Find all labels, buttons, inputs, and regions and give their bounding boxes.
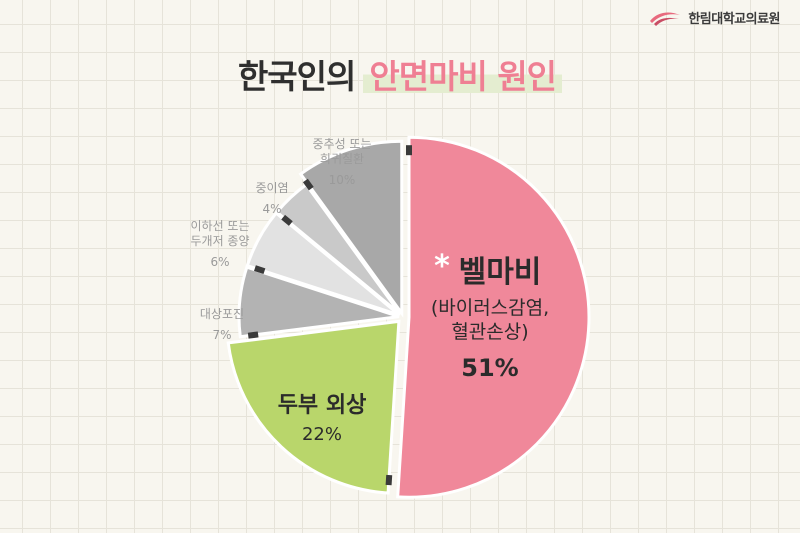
slice-value: 7%	[212, 328, 231, 342]
slice-name: 이하선 또는	[190, 219, 249, 233]
slice-label-3: 대상포진 7%	[200, 307, 244, 342]
slice-tick-4	[254, 265, 266, 275]
slice-label-2: 두부 외상 22%	[278, 393, 367, 445]
slice-sublabel: (바이러스감염,	[431, 297, 549, 319]
logo-text: 한림대학교의료원	[688, 12, 780, 27]
pie-slice-6	[298, 139, 404, 318]
pie-slice-1	[396, 135, 591, 499]
swoosh-logo-icon	[650, 12, 681, 26]
slice-value: 6%	[210, 255, 229, 269]
hospital-logo: 한림대학교의료원	[648, 8, 780, 27]
slice-value: 10%	[329, 173, 356, 187]
slice-name: 희귀질환	[320, 152, 364, 166]
slice-label-5: 중이염 4%	[255, 181, 288, 216]
slice-label-1: * 벨마비 (바이러스감염,혈관손상) 51%	[431, 249, 549, 382]
slice-tick-3	[247, 331, 259, 339]
slice-name: 중이염	[255, 181, 288, 195]
slice-value: 4%	[262, 202, 281, 216]
slice-name: 두부 외상	[278, 393, 367, 418]
pie-slice-3	[237, 265, 400, 339]
page-title: 한국인의 안면마비 원인	[0, 50, 800, 98]
slice-name: 중추성 또는	[312, 137, 371, 151]
pie-slice-2	[226, 319, 401, 495]
highlight-asterisk: *	[434, 249, 450, 284]
slice-name: 두개저 종양	[190, 234, 249, 248]
slice-name: 대상포진	[200, 307, 244, 321]
title-part2: 안면마비 원인	[363, 57, 563, 96]
slice-tick-6	[302, 178, 314, 191]
slice-tick-5	[281, 214, 293, 226]
slice-value: 51%	[461, 354, 518, 382]
slice-sublabel: 혈관손상)	[451, 321, 528, 343]
title-part1: 한국인의	[237, 57, 356, 96]
slice-tick-2	[385, 474, 393, 486]
slice-value: 22%	[302, 424, 342, 445]
slice-name: 벨마비	[459, 255, 542, 290]
